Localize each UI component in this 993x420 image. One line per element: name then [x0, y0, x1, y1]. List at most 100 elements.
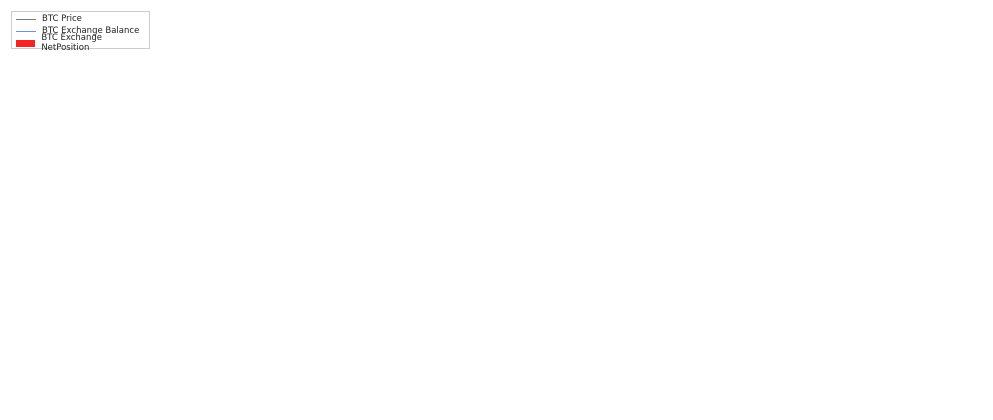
netposition-bar-negative — [405, 231, 412, 245]
netposition-bar-negative — [196, 231, 202, 266]
netposition-bar-positive — [654, 139, 661, 232]
balance-tick-label: 2.36 — [889, 197, 908, 207]
netposition-bar-positive — [331, 219, 338, 232]
netposition-bar-negative — [388, 231, 395, 314]
netposition-bar-positive — [309, 167, 316, 232]
chart-title: BTC Exchange NetPosition — [416, 61, 547, 72]
legend-item-price: BTC Price — [16, 13, 149, 25]
netposition-bar-negative — [241, 231, 248, 292]
netposition-bar-negative — [750, 231, 757, 338]
netposition-bar-negative — [111, 231, 117, 254]
netposition-bar-positive — [173, 209, 180, 232]
netposition-bar-positive — [428, 196, 434, 232]
netposition-bar-negative — [145, 231, 151, 296]
balance-line — [115, 158, 848, 308]
netposition-bar-positive — [297, 185, 304, 232]
netposition-bar-negative — [479, 231, 485, 289]
netposition-bar-positive — [835, 158, 842, 232]
price-tick-label: 45000 — [48, 74, 75, 84]
netposition-bar-positive — [648, 200, 655, 232]
price-line — [113, 89, 850, 372]
netposition-bar-negative — [547, 231, 553, 320]
netposition-bar-negative — [207, 231, 214, 285]
netposition-bar-negative — [490, 231, 497, 254]
netposition-bar-positive — [597, 200, 604, 232]
netposition-bar-positive — [139, 202, 146, 232]
netposition-bar-negative — [762, 231, 768, 323]
netposition-bar-positive — [518, 158, 525, 232]
netposition-bar-positive — [501, 200, 508, 232]
netposition-bar-positive — [580, 200, 587, 232]
legend-label: BTC Exchange NetPosition — [41, 33, 103, 53]
net-tick-label: 200 — [941, 75, 957, 85]
netposition-bar-negative — [439, 231, 446, 247]
netposition-bar-negative — [264, 231, 270, 285]
netposition-bar-positive — [422, 208, 429, 232]
netposition-bar-negative — [569, 231, 576, 239]
netposition-bar-negative — [213, 231, 219, 273]
netposition-bar-negative — [496, 231, 502, 247]
netposition-bar-negative — [337, 231, 344, 262]
netposition-bar-positive — [824, 147, 831, 232]
netposition-bar-negative — [179, 231, 185, 300]
x-tick-label: 2023-08-22 — [197, 391, 246, 401]
netposition-bar-positive — [190, 208, 197, 232]
netposition-bar-positive — [705, 185, 712, 232]
netposition-bar-negative — [779, 231, 785, 315]
netposition-bar-positive — [162, 215, 168, 232]
x-tick-label: 2023-10-01 — [423, 391, 472, 401]
x-tick-label: 2023-09-22 — [372, 391, 421, 401]
netposition-bar-positive — [314, 185, 321, 232]
netposition-bar-positive — [688, 185, 695, 232]
x-tick-label: 2023-08-01 — [78, 391, 127, 401]
x-axis-label: Time — [471, 401, 493, 411]
netposition-bar-positive — [275, 208, 282, 232]
price-tick-label: 42500 — [48, 111, 75, 121]
x-tick-label: 2023-09-01 — [254, 391, 303, 401]
netposition-bar-negative — [343, 231, 350, 263]
netposition-bar-negative — [745, 231, 751, 315]
netposition-bar-negative — [360, 231, 367, 281]
netposition-bar-negative — [801, 231, 808, 273]
netposition-bar-positive — [682, 162, 689, 232]
netposition-bar-negative — [252, 231, 259, 277]
netposition-bar-negative — [564, 231, 570, 285]
netposition-bar-positive — [841, 170, 848, 232]
netposition-bar-positive — [694, 155, 700, 232]
netposition-bar-positive — [614, 200, 621, 232]
legend-swatch-netposition — [16, 39, 36, 47]
netposition-bar-negative — [796, 231, 802, 277]
netposition-bar-positive — [728, 214, 734, 232]
legend-item-balance: BTC Exchange Balance — [16, 25, 149, 37]
net-tick-label: 0 — [941, 227, 946, 237]
price-tick-label: 37500 — [48, 185, 75, 195]
legend-label: BTC Price — [42, 14, 82, 24]
netposition-bar-negative — [484, 231, 491, 270]
price-tick-label: 30000 — [48, 296, 75, 306]
x-tick-label: 2023-11-01 — [599, 391, 648, 401]
price-tick-label: 32500 — [48, 259, 75, 269]
netposition-bar-positive — [699, 143, 706, 232]
net-tick-label: 100 — [941, 151, 957, 161]
netposition-bar-positive — [326, 212, 333, 232]
netposition-bar-positive — [513, 147, 519, 232]
netposition-bar-positive — [830, 136, 836, 232]
legend-swatch-price — [16, 18, 36, 20]
netposition-bar-positive — [507, 136, 514, 232]
netposition-bar-negative — [818, 231, 825, 266]
netposition-bar-positive — [722, 212, 729, 232]
netposition-bar-negative — [552, 231, 559, 300]
netposition-bar-positive — [609, 212, 616, 232]
net-tick-label: −50 — [941, 265, 959, 275]
netposition-bar-positive — [592, 196, 599, 232]
netposition-bar-negative — [739, 231, 746, 308]
x-tick-label: 2023-11-22 — [718, 391, 767, 401]
balance-tick-label: 2.34 — [889, 267, 908, 277]
balance-tick-label: 2.32 — [889, 337, 908, 347]
netposition-bar-negative — [348, 231, 355, 258]
netposition-bar-negative — [416, 231, 423, 239]
price-tick-label: 40000 — [48, 148, 75, 158]
netposition-bar-negative — [473, 231, 480, 285]
netposition-bar-positive — [445, 202, 451, 232]
